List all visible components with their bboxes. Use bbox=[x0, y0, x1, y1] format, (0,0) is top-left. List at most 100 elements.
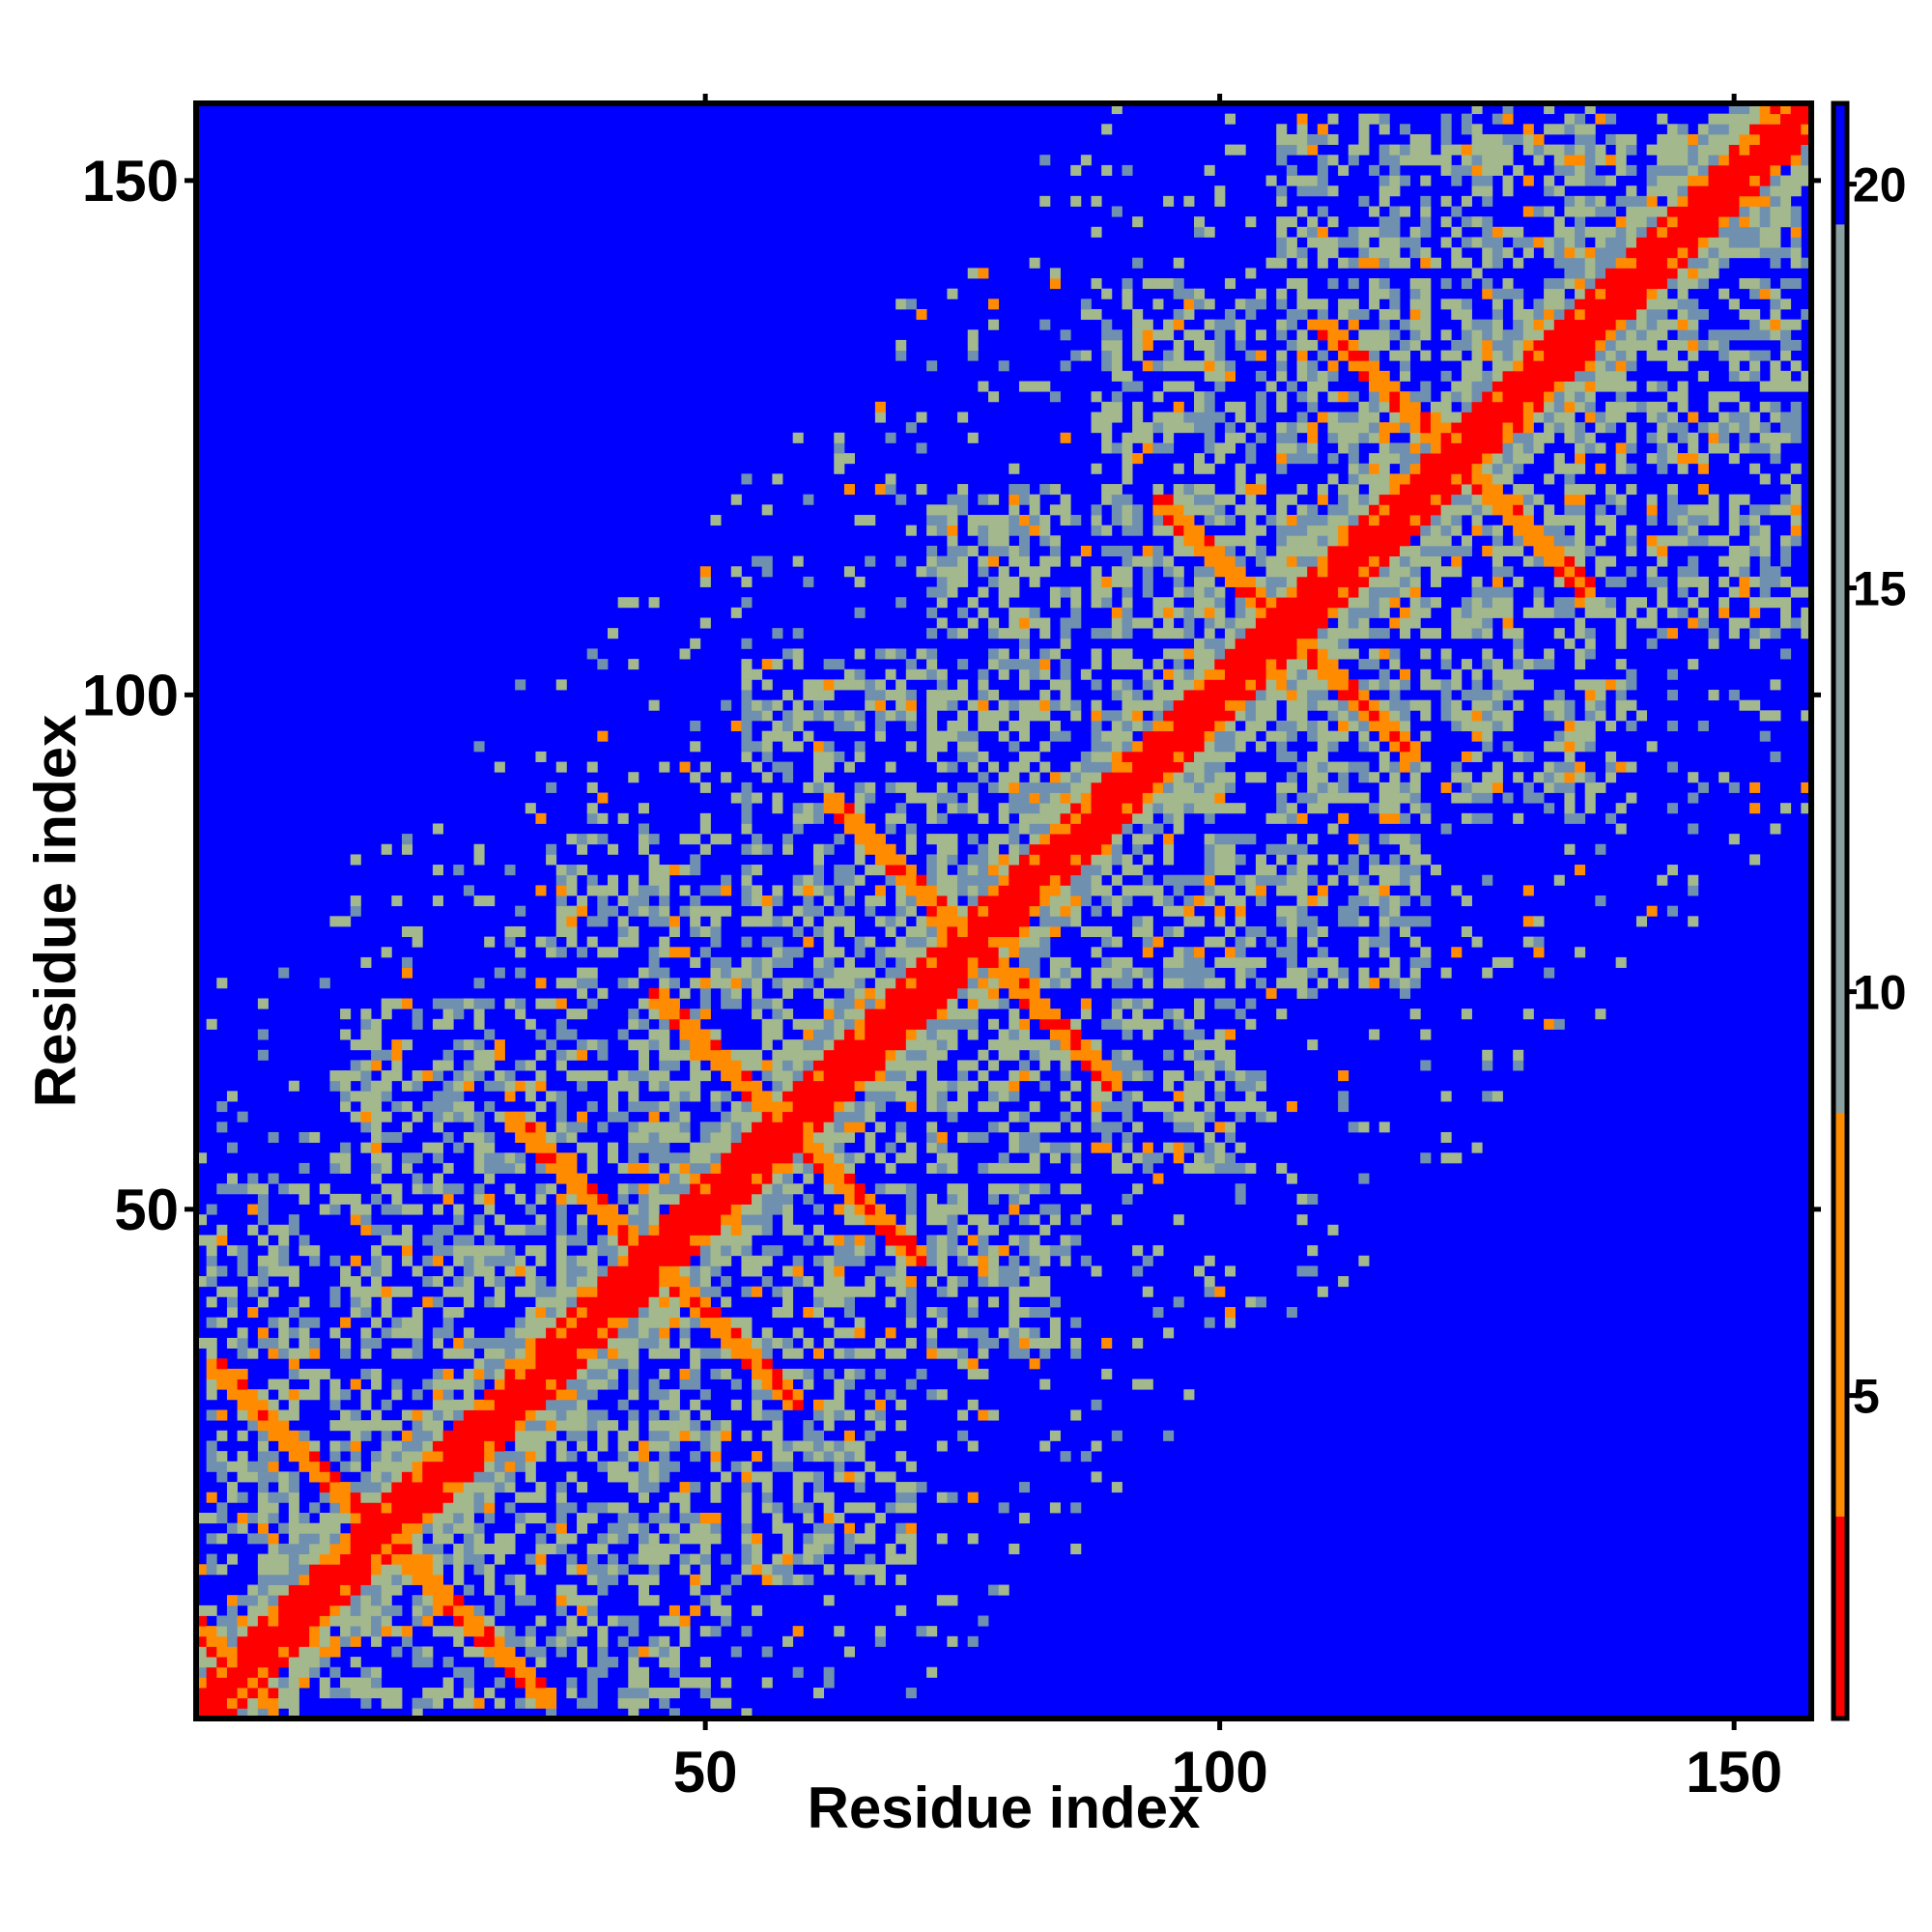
heatmap-cell bbox=[1173, 360, 1184, 372]
heatmap-cell bbox=[843, 1091, 855, 1102]
heatmap-cell bbox=[988, 555, 1000, 567]
heatmap-cell bbox=[412, 1574, 423, 1585]
heatmap-cell bbox=[741, 1183, 753, 1195]
heatmap-cell bbox=[340, 1091, 352, 1102]
heatmap-cell bbox=[371, 1337, 383, 1350]
heatmap-cell bbox=[1163, 432, 1175, 443]
heatmap-cell bbox=[1214, 607, 1226, 618]
heatmap-cell bbox=[679, 1492, 691, 1503]
heatmap-cell bbox=[278, 1337, 290, 1350]
heatmap-cell bbox=[515, 947, 526, 958]
heatmap-cell bbox=[586, 1255, 598, 1266]
heatmap-cell bbox=[586, 648, 598, 660]
heatmap-cell bbox=[812, 854, 825, 866]
heatmap-cell bbox=[607, 1142, 619, 1153]
heatmap-cell bbox=[278, 1657, 290, 1668]
heatmap-cell bbox=[988, 1060, 1000, 1071]
heatmap-cell bbox=[741, 1224, 753, 1236]
heatmap-cell bbox=[874, 1265, 886, 1277]
heatmap-cell bbox=[586, 1348, 598, 1359]
heatmap-cell bbox=[957, 628, 969, 639]
heatmap-cell bbox=[895, 648, 907, 660]
heatmap-cell bbox=[257, 1482, 269, 1493]
heatmap-cell bbox=[947, 854, 958, 866]
heatmap-cell bbox=[752, 1337, 763, 1350]
heatmap-cell bbox=[690, 1214, 701, 1226]
heatmap-cell bbox=[340, 1688, 352, 1699]
heatmap-cell bbox=[1224, 1029, 1236, 1040]
heatmap-cell bbox=[1194, 1060, 1206, 1071]
heatmap-cell bbox=[823, 1533, 835, 1545]
heatmap-cell bbox=[247, 1286, 259, 1297]
heatmap-cell bbox=[1111, 401, 1122, 412]
heatmap-cell bbox=[936, 967, 948, 979]
heatmap-cell bbox=[638, 967, 649, 979]
heatmap-cell bbox=[1091, 781, 1102, 793]
heatmap-cell bbox=[463, 1615, 474, 1627]
heatmap-cell bbox=[803, 885, 814, 896]
heatmap-cell bbox=[782, 1440, 794, 1452]
heatmap-cell bbox=[854, 1574, 866, 1585]
heatmap-cell bbox=[1183, 360, 1195, 372]
heatmap-cell bbox=[586, 781, 598, 793]
heatmap-cell bbox=[278, 1224, 290, 1236]
heatmap-cell bbox=[885, 1214, 896, 1226]
heatmap-cell bbox=[1111, 1049, 1122, 1061]
heatmap-cell bbox=[555, 1492, 567, 1503]
heatmap-cell bbox=[710, 1162, 722, 1174]
heatmap-cell bbox=[391, 1482, 403, 1493]
heatmap-cell bbox=[957, 720, 969, 732]
heatmap-cell bbox=[834, 1111, 845, 1122]
heatmap-cell bbox=[577, 1626, 588, 1637]
heatmap-cell bbox=[1224, 1317, 1236, 1328]
heatmap-cell bbox=[679, 1183, 691, 1195]
heatmap-cell bbox=[268, 1708, 279, 1719]
heatmap-cell bbox=[278, 1471, 290, 1483]
heatmap-cell bbox=[453, 1348, 465, 1359]
heatmap-cell bbox=[535, 1420, 547, 1432]
heatmap-cell bbox=[1224, 720, 1236, 732]
heatmap-cell bbox=[1111, 1162, 1122, 1174]
heatmap-cell bbox=[648, 1111, 660, 1122]
heatmap-cell bbox=[947, 803, 958, 814]
heatmap-cell bbox=[690, 1368, 701, 1379]
heatmap-cell bbox=[843, 1255, 855, 1266]
heatmap-cell bbox=[895, 1039, 907, 1051]
heatmap-cell bbox=[1049, 391, 1061, 403]
heatmap-cell bbox=[730, 1317, 742, 1328]
heatmap-cell bbox=[648, 1080, 660, 1092]
heatmap-cell bbox=[1204, 1152, 1215, 1164]
heatmap-cell bbox=[566, 1553, 578, 1565]
heatmap-cell bbox=[1214, 659, 1226, 670]
heatmap-cell bbox=[967, 761, 979, 773]
heatmap-cell bbox=[226, 1595, 238, 1606]
heatmap-cell bbox=[628, 1368, 639, 1379]
heatmap-cell bbox=[484, 1399, 496, 1410]
heatmap-cell bbox=[247, 1615, 259, 1627]
heatmap-cell bbox=[1039, 668, 1051, 680]
heatmap-cell bbox=[1163, 699, 1175, 711]
heatmap-cell bbox=[812, 1296, 825, 1308]
heatmap-cell bbox=[823, 1420, 835, 1432]
heatmap-cell bbox=[577, 1482, 588, 1493]
heatmap-cell bbox=[628, 1162, 639, 1174]
heatmap-cell bbox=[1009, 586, 1020, 598]
heatmap-cell bbox=[668, 1060, 680, 1071]
heatmap-cell bbox=[216, 1471, 228, 1483]
heatmap-cell bbox=[1132, 699, 1144, 711]
heatmap-cell bbox=[1018, 751, 1031, 762]
heatmap-cell bbox=[865, 1080, 876, 1092]
heatmap-cell bbox=[803, 1193, 814, 1205]
heatmap-cell bbox=[566, 1152, 578, 1164]
heatmap-cell bbox=[648, 1409, 660, 1421]
heatmap-cell bbox=[535, 1080, 547, 1092]
heatmap-cell bbox=[401, 1286, 413, 1297]
heatmap-cell bbox=[741, 1070, 753, 1082]
heatmap-cell bbox=[1183, 484, 1195, 496]
heatmap-cell bbox=[1070, 885, 1082, 896]
heatmap-cell bbox=[1070, 781, 1082, 793]
heatmap-cell bbox=[1163, 1430, 1175, 1441]
heatmap-cell bbox=[1224, 1265, 1236, 1277]
heatmap-cell bbox=[1029, 1142, 1040, 1153]
heatmap-cell bbox=[577, 1327, 588, 1339]
